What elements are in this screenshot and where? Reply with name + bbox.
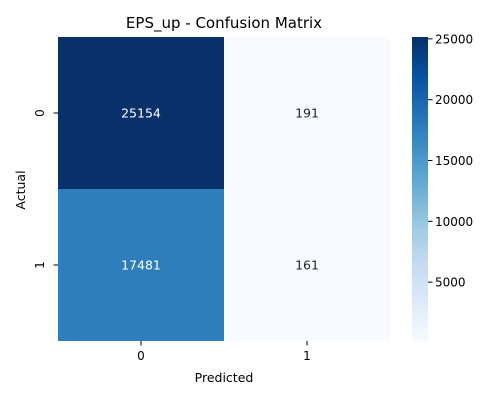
- colorbar-tick-label: 10000: [435, 215, 473, 229]
- cell-value-0-0: 25154: [121, 106, 161, 121]
- colorbar-tick-label: 25000: [435, 32, 473, 46]
- x-tick-label: 0: [137, 349, 145, 363]
- cell-value-1-0: 17481: [121, 258, 161, 273]
- colorbar-gradient: [412, 37, 428, 341]
- colorbar: 5000 10000 15000 20000 25000: [412, 32, 473, 341]
- y-tick-label: 1: [33, 261, 47, 269]
- x-axis-label: Predicted: [195, 370, 254, 385]
- cell-value-0-1: 191: [295, 106, 319, 121]
- heatmap-cell-1-0: [58, 189, 224, 341]
- cell-value-1-1: 161: [295, 258, 319, 273]
- chart-title: EPS_up - Confusion Matrix: [126, 14, 322, 33]
- y-tick-label: 0: [33, 109, 47, 117]
- heatmap-cell-0-1: [224, 37, 390, 189]
- colorbar-tick-label: 5000: [435, 276, 466, 290]
- colorbar-tick-label: 15000: [435, 154, 473, 168]
- colorbar-tick-label: 20000: [435, 93, 473, 107]
- y-axis-ticks: 01: [33, 109, 58, 269]
- x-tick-label: 1: [303, 349, 311, 363]
- heatmap-cells: 25154 191 17481 161: [58, 37, 390, 341]
- heatmap-cell-0-0: [58, 37, 224, 189]
- y-axis-label: Actual: [13, 170, 28, 209]
- heatmap-cell-1-1: [224, 189, 390, 341]
